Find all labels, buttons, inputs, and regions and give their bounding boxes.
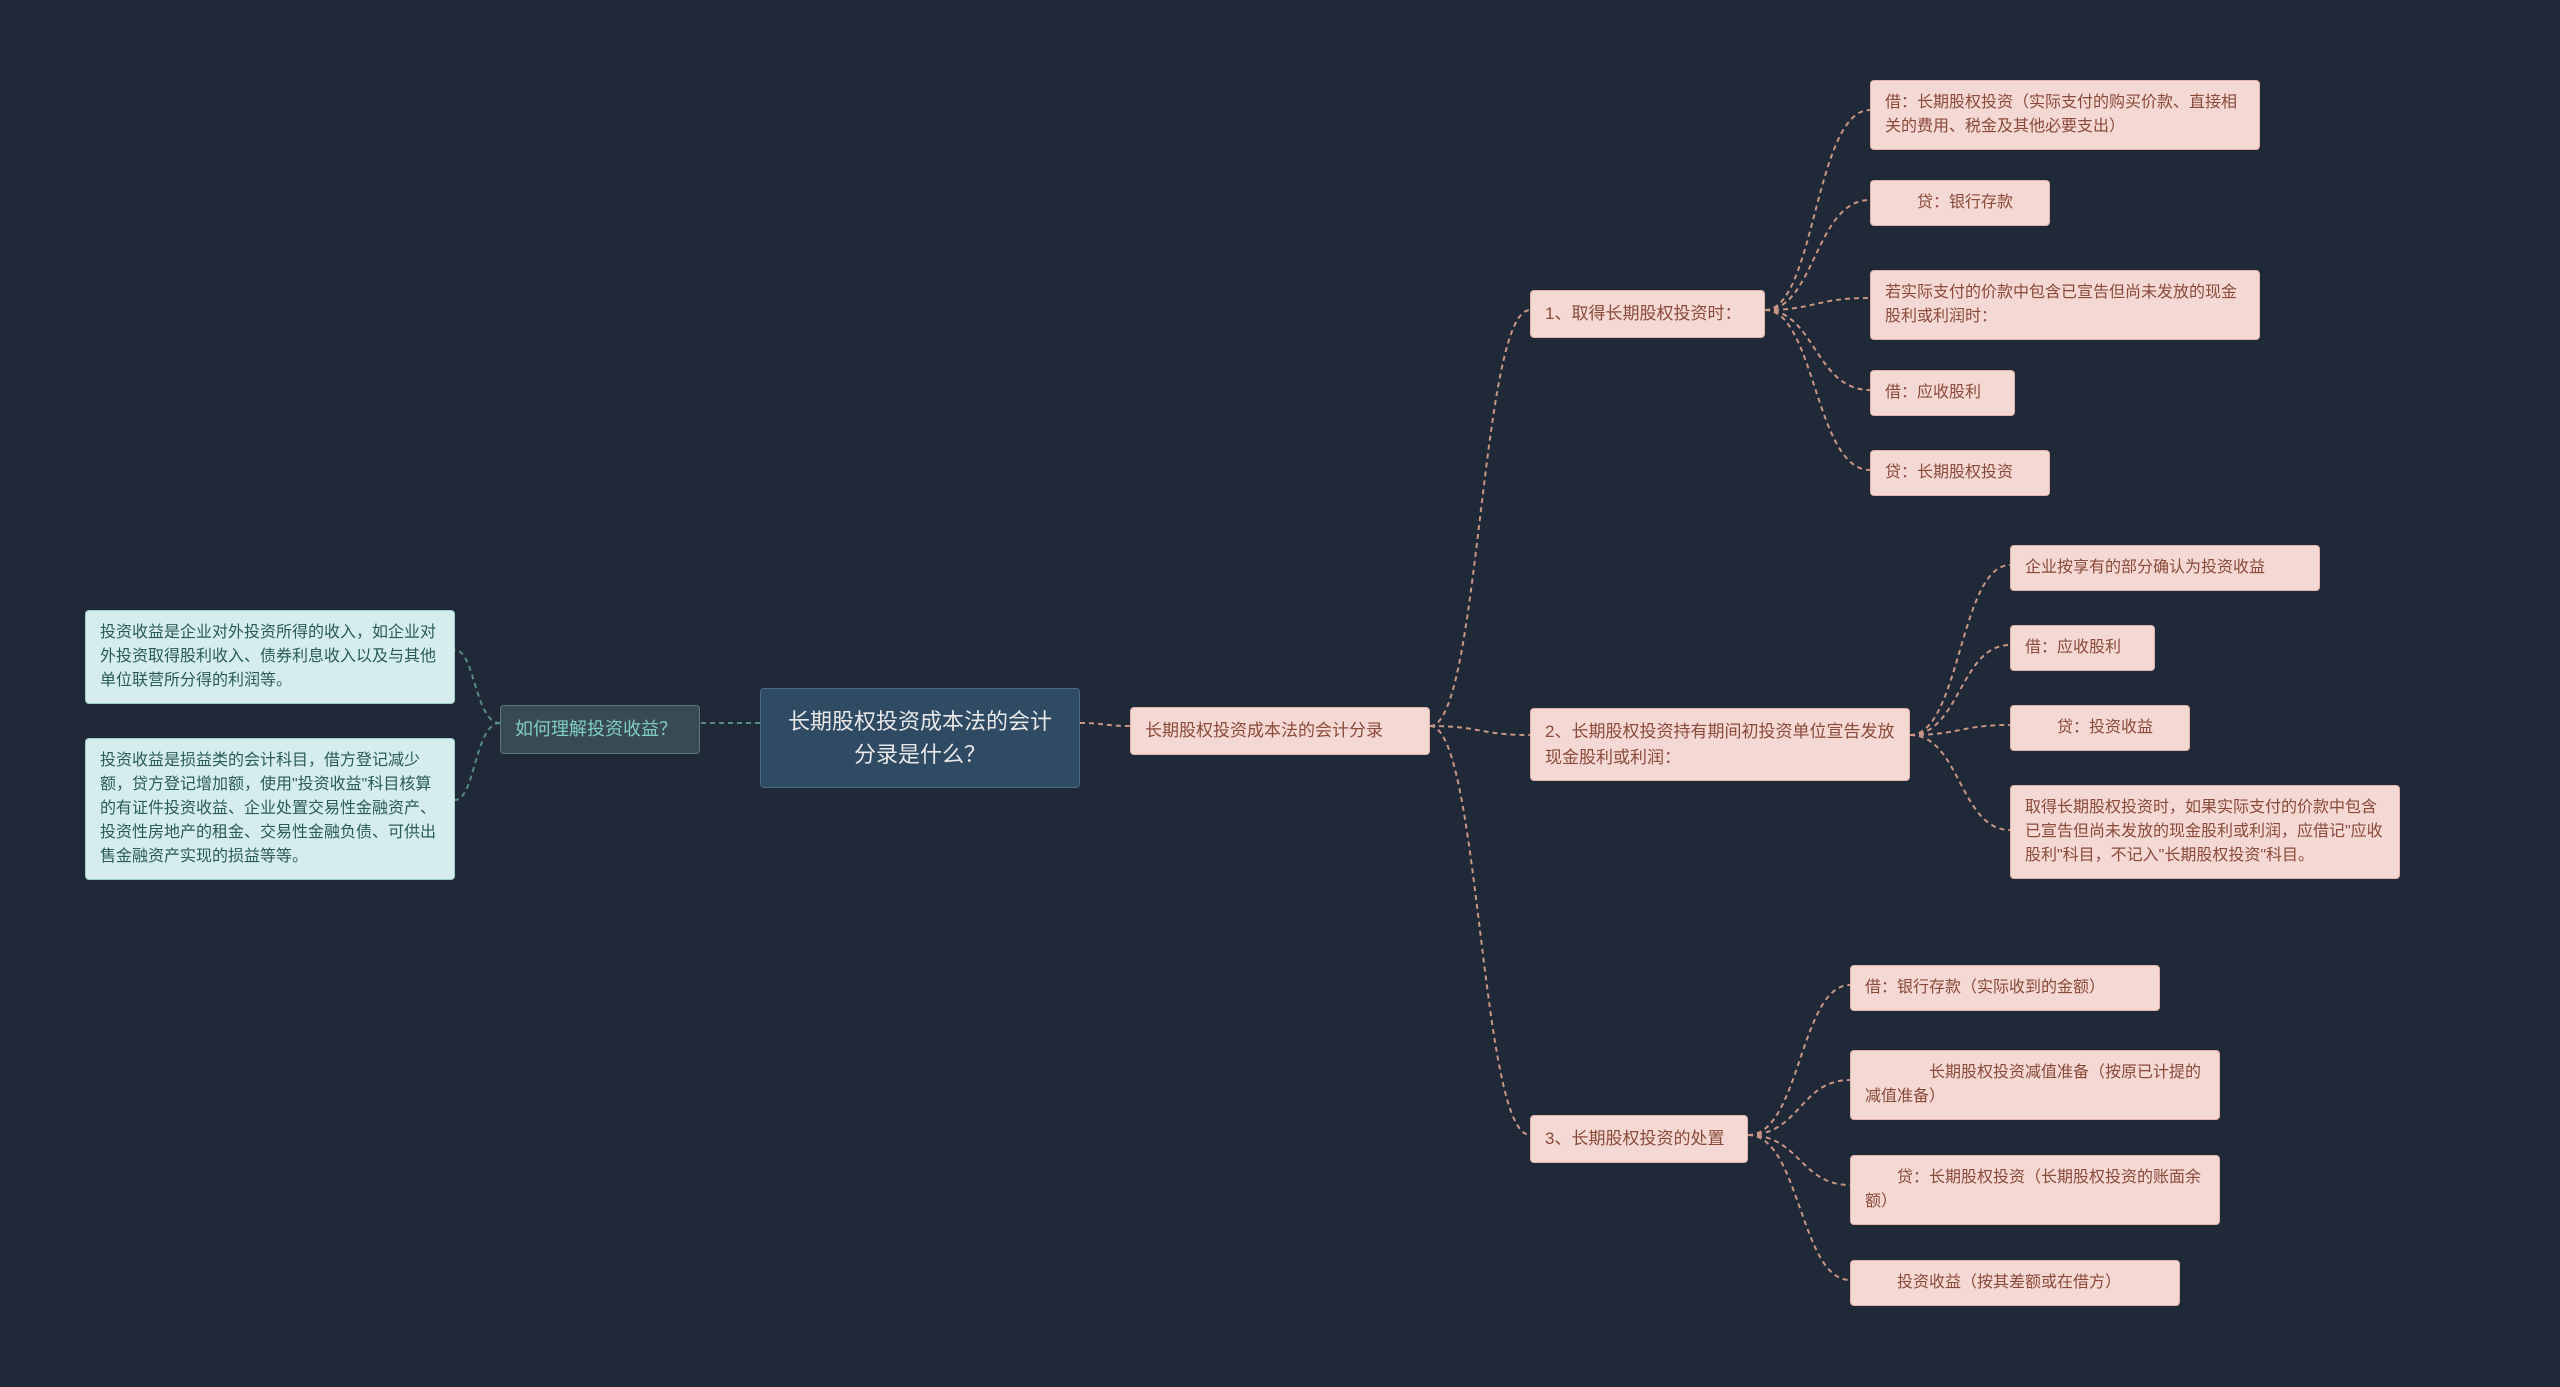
right-leaf[interactable]: 企业按享有的部分确认为投资收益 bbox=[2010, 545, 2320, 591]
right-leaf[interactable]: 借：应收股利 bbox=[2010, 625, 2155, 671]
left-branch-node[interactable]: 如何理解投资收益？ bbox=[500, 705, 700, 754]
right-leaf[interactable]: 投资收益（按其差额或在借方） bbox=[1850, 1260, 2180, 1306]
right-leaf[interactable]: 借：长期股权投资（实际支付的购买价款、直接相关的费用、税金及其他必要支出） bbox=[1870, 80, 2260, 150]
right-leaf[interactable]: 借：银行存款（实际收到的金额） bbox=[1850, 965, 2160, 1011]
right-leaf[interactable]: 贷：银行存款 bbox=[1870, 180, 2050, 226]
right-branch-node[interactable]: 长期股权投资成本法的会计分录 bbox=[1130, 707, 1430, 755]
right-leaf[interactable]: 若实际支付的价款中包含已宣告但尚未发放的现金股利或利润时： bbox=[1870, 270, 2260, 340]
right-leaf[interactable]: 贷：投资收益 bbox=[2010, 705, 2190, 751]
right-child-node[interactable]: 3、长期股权投资的处置 bbox=[1530, 1115, 1748, 1163]
left-leaf[interactable]: 投资收益是损益类的会计科目，借方登记减少额，贷方登记增加额，使用"投资收益"科目… bbox=[85, 738, 455, 880]
right-leaf[interactable]: 取得长期股权投资时，如果实际支付的价款中包含已宣告但尚未发放的现金股利或利润，应… bbox=[2010, 785, 2400, 879]
root-node[interactable]: 长期股权投资成本法的会计分录是什么？ bbox=[760, 688, 1080, 788]
left-leaf[interactable]: 投资收益是企业对外投资所得的收入，如企业对外投资取得股利收入、债券利息收入以及与… bbox=[85, 610, 455, 704]
right-leaf[interactable]: 贷：长期股权投资（长期股权投资的账面余额） bbox=[1850, 1155, 2220, 1225]
right-leaf[interactable]: 贷：长期股权投资 bbox=[1870, 450, 2050, 496]
right-child-node[interactable]: 1、取得长期股权投资时： bbox=[1530, 290, 1765, 338]
right-leaf[interactable]: 借：应收股利 bbox=[1870, 370, 2015, 416]
right-leaf[interactable]: 长期股权投资减值准备（按原已计提的减值准备） bbox=[1850, 1050, 2220, 1120]
right-child-node[interactable]: 2、长期股权投资持有期间初投资单位宣告发放现金股利或利润： bbox=[1530, 708, 1910, 781]
